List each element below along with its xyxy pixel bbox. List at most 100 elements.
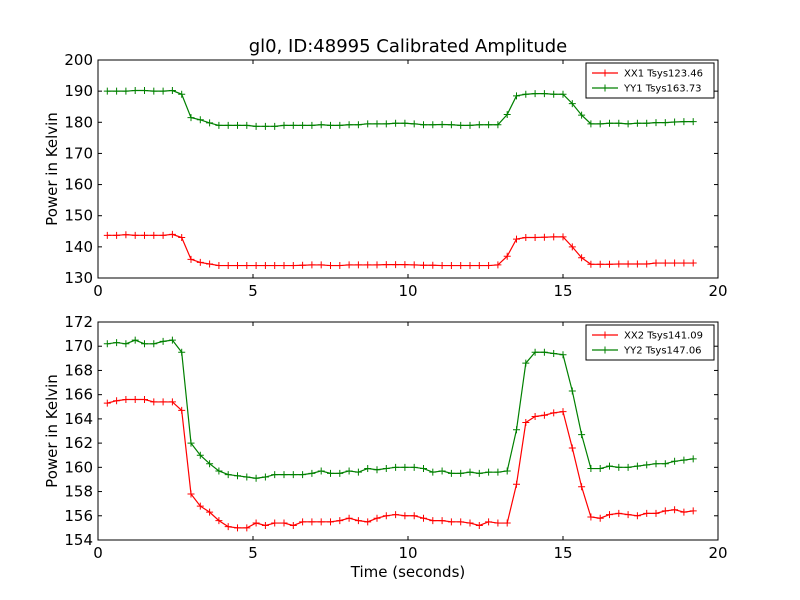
data-point [308,121,316,129]
data-point [354,261,362,269]
data-point [596,260,604,268]
data-point [652,259,660,267]
data-point [178,406,186,414]
series-1 [103,396,697,532]
y-tick-label: 160 [64,458,93,476]
data-point [103,399,111,407]
data-point [215,517,223,525]
y-tick-label: 164 [64,410,93,428]
data-point [596,120,604,128]
data-point [410,261,418,269]
data-point [289,262,297,270]
data-point [587,260,595,268]
data-point [410,120,418,128]
data-point [606,119,613,127]
data-point [206,508,214,516]
data-point [150,231,158,239]
data-point [661,460,669,468]
data-point [224,471,232,479]
series-line [107,89,694,127]
data-point [122,231,130,239]
data-point [252,474,260,482]
data-point [494,261,502,269]
data-point [103,231,111,239]
data-point [122,340,130,348]
x-tick-label: 10 [398,544,417,562]
data-point [587,120,595,128]
data-point [540,411,548,419]
series-line [107,398,694,529]
data-point [131,336,139,344]
data-point [633,119,641,127]
data-point [131,231,139,239]
data-point [410,463,418,471]
data-point [606,511,613,519]
data-point [150,340,158,348]
data-point [113,397,121,405]
y-axis-label: Power in Kelvin [43,112,61,226]
data-point [420,465,427,473]
data-point [624,511,632,519]
data-point [354,517,362,525]
data-point [373,120,381,128]
data-point [187,490,195,498]
data-point [243,473,251,481]
data-point [429,517,437,525]
y-tick-label: 172 [64,313,93,331]
data-point [447,262,455,270]
data-point [215,121,223,129]
data-point [215,262,223,270]
y-tick-label: 156 [64,507,93,525]
data-point [141,340,148,348]
data-point [475,262,483,270]
data-point [420,514,427,522]
data-point [289,121,297,129]
data-point [299,261,307,269]
data-point [624,463,632,471]
data-point [289,471,297,479]
data-point [494,519,502,527]
x-tick-label: 0 [93,544,103,562]
data-point [141,396,148,404]
data-point [643,509,651,517]
data-point [345,467,353,475]
legend-box [585,324,715,361]
data-point [559,90,567,98]
data-point [624,120,632,128]
y-tick-label: 150 [64,207,93,225]
data-point [531,90,539,98]
data-point [392,119,400,127]
data-point [689,118,697,126]
data-point [661,119,669,127]
data-point [261,473,269,481]
data-point [550,349,558,357]
data-point [401,512,409,520]
data-point [457,121,465,129]
data-point [485,468,493,476]
series-line [107,233,694,267]
data-point [299,518,307,526]
data-point [671,118,679,126]
data-point [261,262,269,270]
data-point [252,262,260,270]
data-point [438,262,446,270]
x-tick-label: 5 [248,282,258,300]
chart-panel-1: gl0, ID:48995 Calibrated Amplitude 0 5 10 15… [43,36,728,300]
data-point [289,521,297,529]
chart-panel-2: 0 5 10 15 20 154 156 158 160 162 164 166 168 170 172 Po… [43,313,728,581]
x-axis-label: Time (seconds) [350,563,466,581]
data-point [280,471,288,479]
data-point [689,507,697,515]
data-point [252,519,260,527]
data-point [410,512,418,520]
data-point [429,121,437,129]
y-tick-label: 190 [64,82,93,100]
data-point [206,119,214,127]
data-point [475,121,483,129]
data-point [187,255,195,263]
data-point [354,121,362,129]
data-point [327,262,334,270]
data-point [141,231,148,239]
data-point [578,483,586,491]
series-1 [103,230,697,270]
